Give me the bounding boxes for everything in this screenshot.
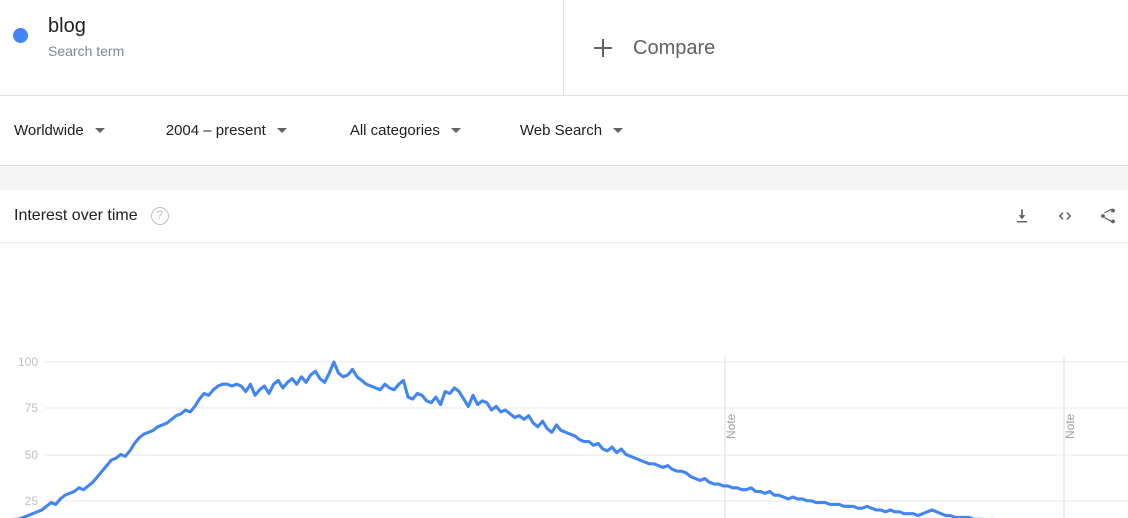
compare-label: Compare xyxy=(633,36,716,59)
chevron-down-icon xyxy=(94,128,105,133)
section-separator xyxy=(0,167,1128,190)
search-term-subtitle: Search term xyxy=(48,43,125,59)
svg-text:Note: Note xyxy=(724,413,738,439)
chevron-down-icon xyxy=(276,128,287,133)
chevron-down-icon xyxy=(613,128,624,133)
add-compare-button[interactable]: Compare xyxy=(564,0,1128,96)
filter-location[interactable]: Worldwide xyxy=(14,96,105,166)
card-actions xyxy=(1012,206,1118,226)
filter-category-label: All categories xyxy=(349,122,440,139)
page-title: Interest over time xyxy=(14,207,138,224)
filter-bar: Worldwide 2004 – present All categories … xyxy=(0,96,1128,166)
search-term-header: blog Search term Compare xyxy=(0,0,1128,96)
svg-text:25: 25 xyxy=(25,494,39,508)
svg-text:100: 100 xyxy=(18,355,38,369)
filter-time-range[interactable]: 2004 – present xyxy=(166,96,287,166)
interest-over-time-card: Interest over time ? 1 xyxy=(0,190,1128,518)
question-mark-icon[interactable]: ? xyxy=(150,207,169,225)
filter-time-range-label: 2004 – present xyxy=(165,122,266,139)
share-icon[interactable] xyxy=(1098,206,1118,226)
filter-search-type[interactable]: Web Search xyxy=(519,96,624,166)
svg-text:Note: Note xyxy=(1063,413,1077,439)
plus-icon xyxy=(591,36,615,60)
trend-line xyxy=(13,360,994,518)
note-annotations[interactable]: Note Note xyxy=(724,357,1077,518)
download-icon[interactable] xyxy=(1012,206,1032,226)
svg-text:50: 50 xyxy=(25,448,39,462)
filter-location-label: Worldwide xyxy=(14,122,84,139)
search-term-texts: blog Search term xyxy=(48,13,124,61)
gridlines xyxy=(45,361,1128,502)
filter-search-type-label: Web Search xyxy=(519,122,603,139)
series-color-dot xyxy=(13,28,28,43)
chevron-down-icon xyxy=(450,128,461,133)
trend-chart-svg: 100 75 50 25 Note Note 1 Jan 2004 1 Jul … xyxy=(13,355,1128,518)
svg-text:75: 75 xyxy=(25,401,39,415)
search-term-cell[interactable]: blog Search term xyxy=(0,0,564,96)
embed-code-icon[interactable] xyxy=(1055,206,1075,226)
search-term-title: blog xyxy=(48,15,86,37)
trend-chart[interactable]: 100 75 50 25 Note Note 1 Jan 2004 1 Jul … xyxy=(0,243,1128,518)
y-axis-ticks: 100 75 50 25 xyxy=(18,355,38,508)
card-header: Interest over time ? xyxy=(0,190,1128,243)
filter-category[interactable]: All categories xyxy=(350,96,461,166)
